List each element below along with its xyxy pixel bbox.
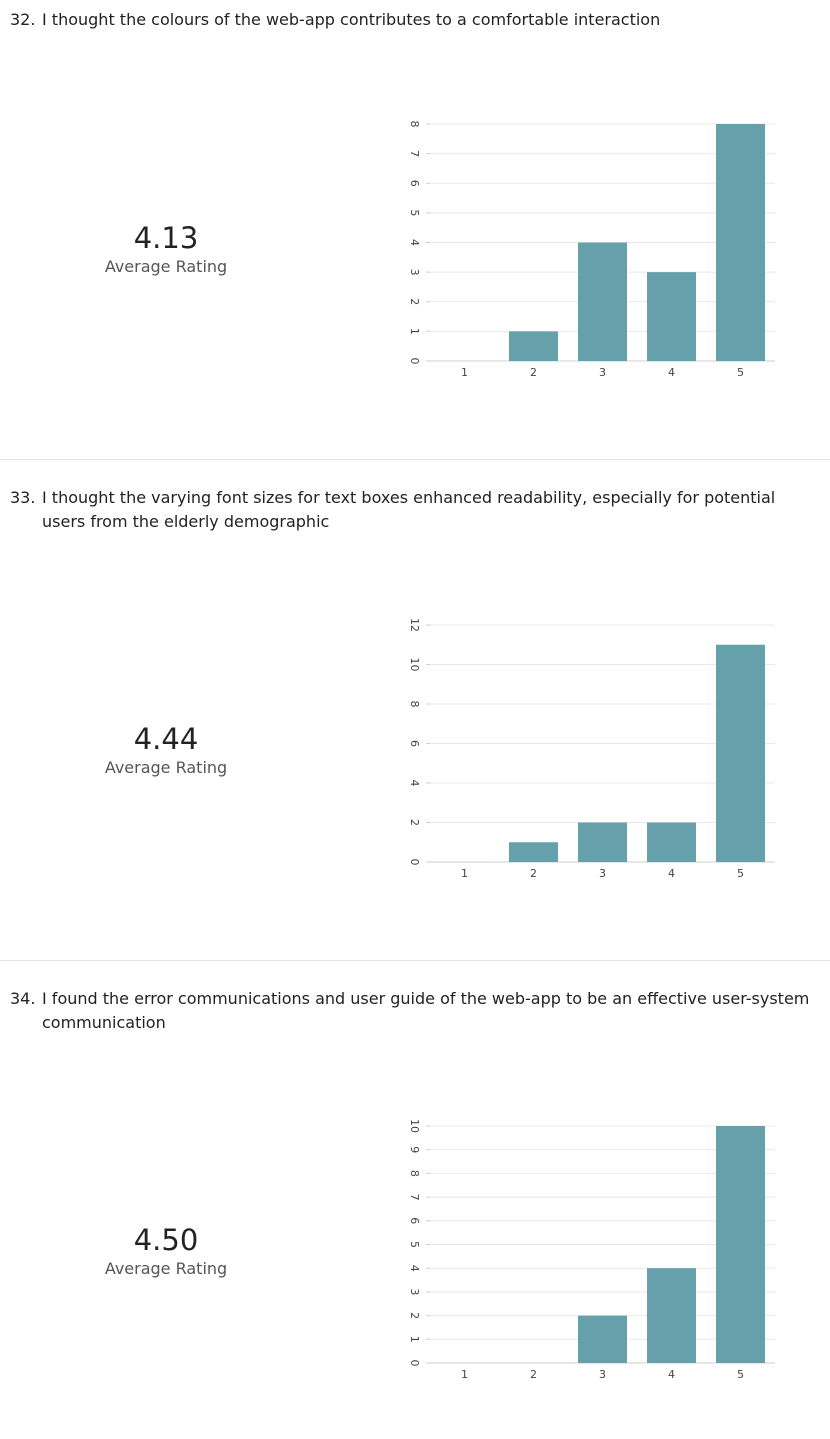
bar-rating-2: [509, 842, 558, 862]
y-tick-label: 10: [408, 1119, 421, 1133]
y-tick-label: 1: [408, 328, 421, 335]
bar-rating-3: [578, 822, 627, 862]
y-tick-label: 10: [408, 658, 421, 672]
question-title: 32. I thought the colours of the web-app…: [10, 8, 822, 32]
x-tick-label: 1: [461, 366, 468, 379]
bar-rating-3: [578, 242, 627, 361]
bar-rating-3: [578, 1315, 627, 1363]
y-tick-label: 7: [408, 1194, 421, 1201]
average-rating-value: 4.13: [133, 221, 199, 255]
y-tick-label: 1: [408, 1336, 421, 1343]
x-tick-label: 1: [461, 1368, 468, 1381]
y-tick-label: 3: [408, 269, 421, 276]
average-rating-block: 4.13 Average Rating: [60, 220, 272, 278]
y-tick-label: 2: [408, 819, 421, 826]
y-tick-label: 6: [408, 180, 421, 187]
question-text: I thought the colours of the web-app con…: [42, 10, 661, 29]
y-tick-label: 4: [408, 780, 421, 787]
rating-bar-chart: 0 1 2 3 4 5 6 7 8 9 10 1 2 3 4 5: [408, 1119, 775, 1381]
bar-rating-5: [716, 124, 765, 361]
y-tick-label: 5: [408, 209, 421, 216]
x-tick-label: 2: [530, 1368, 537, 1381]
x-tick-label: 3: [599, 1368, 606, 1381]
section-divider: [0, 459, 830, 460]
question-number: 34.: [10, 989, 36, 1008]
average-rating-block: 4.50 Average Rating: [60, 1222, 272, 1280]
y-tick-label: 6: [408, 1217, 421, 1224]
x-tick-label: 4: [668, 867, 675, 880]
y-tick-label: 7: [408, 150, 421, 157]
question-title: 34. I found the error communications and…: [10, 987, 822, 1035]
y-tick-label: 8: [408, 1170, 421, 1177]
x-tick-label: 2: [530, 867, 537, 880]
y-tick-label: 8: [408, 121, 421, 128]
bar-rating-5: [716, 644, 765, 862]
x-tick-label: 1: [461, 867, 468, 880]
bar-rating-4: [647, 272, 696, 361]
y-tick-label: 0: [408, 1360, 421, 1367]
question-34: 34. I found the error communications and…: [0, 979, 830, 1439]
y-tick-label: 6: [408, 740, 421, 747]
average-rating-value: 4.50: [133, 1223, 199, 1257]
bar-rating-4: [647, 822, 696, 862]
y-tick-label: 2: [408, 298, 421, 305]
x-tick-label: 5: [737, 1368, 744, 1381]
average-rating-value: 4.44: [133, 722, 199, 756]
y-tick-label: 8: [408, 701, 421, 708]
x-tick-label: 4: [668, 1368, 675, 1381]
average-rating-label: Average Rating: [104, 758, 228, 777]
x-tick-label: 3: [599, 366, 606, 379]
y-tick-label: 2: [408, 1312, 421, 1319]
y-tick-label: 12: [408, 618, 421, 632]
rating-bar-chart: 0 1 2 3 4 5 6 7 8 1 2 3 4 5: [408, 121, 775, 379]
y-tick-label: 0: [408, 358, 421, 365]
y-tick-label: 0: [408, 859, 421, 866]
average-rating-block: 4.44 Average Rating: [60, 721, 272, 779]
y-tick-label: 4: [408, 239, 421, 246]
question-number: 32.: [10, 10, 36, 29]
y-tick-label: 5: [408, 1241, 421, 1248]
question-number: 33.: [10, 488, 36, 507]
y-tick-label: 9: [408, 1146, 421, 1153]
bar-rating-4: [647, 1268, 696, 1363]
x-tick-label: 3: [599, 867, 606, 880]
question-33: 33. I thought the varying font sizes for…: [0, 478, 830, 938]
x-tick-label: 4: [668, 366, 675, 379]
average-rating-label: Average Rating: [104, 1259, 228, 1278]
question-text: I found the error communications and use…: [42, 989, 810, 1032]
question-text: I thought the varying font sizes for tex…: [42, 488, 776, 531]
average-rating-label: Average Rating: [104, 257, 228, 276]
y-tick-label: 4: [408, 1265, 421, 1272]
x-tick-label: 2: [530, 366, 537, 379]
section-divider: [0, 960, 830, 961]
question-title: 33. I thought the varying font sizes for…: [10, 486, 822, 534]
y-tick-label: 3: [408, 1288, 421, 1295]
bar-rating-5: [716, 1126, 765, 1363]
x-tick-label: 5: [737, 867, 744, 880]
bar-rating-2: [509, 331, 558, 361]
x-tick-label: 5: [737, 366, 744, 379]
question-32: 32. I thought the colours of the web-app…: [0, 0, 830, 460]
